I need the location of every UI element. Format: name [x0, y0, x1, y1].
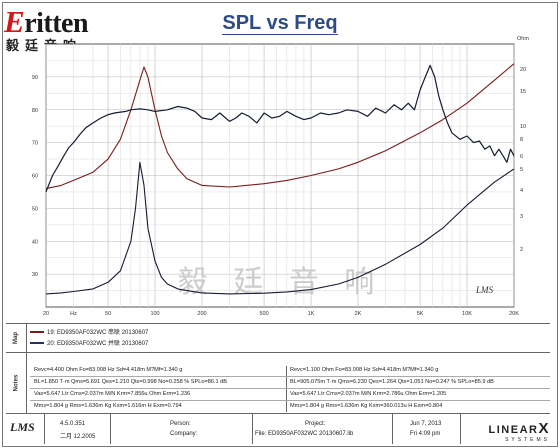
logo-wordmark: Eritten: [4, 4, 89, 39]
footer-linearx-logo: LINEARX SYSTEMS: [488, 420, 550, 443]
notes-left-line-1: Revc=4.400 Ohm Fo=83.008 Hz Sd=4.418m M?…: [34, 367, 183, 373]
y-right-tick-label: 2: [520, 247, 523, 253]
footer-divider-3: [252, 413, 253, 444]
notes-rule-3: [30, 400, 550, 401]
footer-person: Person:: [170, 421, 191, 427]
y-left-tick-label: 60: [32, 174, 38, 180]
footer-divider-2: [110, 413, 111, 444]
footer-date: Jun 7, 2013: [410, 421, 442, 427]
y-right-tick-label: 6: [520, 154, 523, 160]
map-swatch-20: [30, 341, 44, 344]
y-left-tick-label: 70: [32, 141, 38, 147]
notes-right-line-3: Vas=5.647 Ltr Cms=2.037m M/N Krm=2.786u …: [290, 391, 447, 397]
y-right-tick-label: 15: [520, 89, 526, 95]
divider-top: [6, 323, 550, 324]
y-left-tick-label: 80: [32, 108, 38, 114]
notes-left-line-3: Vas=5.647 Ltr Cms=2.037m M/N Krm=7.856u …: [34, 391, 191, 397]
footer-divider-5: [460, 413, 461, 444]
y-left-tick-label: 40: [32, 239, 38, 245]
x-tick-label: 100: [150, 311, 159, 317]
y-right-unit-label: Ohm: [517, 36, 529, 42]
footer-company: Company:: [170, 431, 198, 437]
footer-divider-1: [44, 413, 45, 444]
footer-version: 4.5.0.351: [60, 421, 86, 427]
x-tick-label: 5K: [417, 311, 424, 317]
x-tick-label: 2K: [355, 311, 362, 317]
notes-right-line-2: BL=905.075m T·m Qms=6.230 Qes=1.264 Qts=…: [290, 379, 494, 385]
notes-left-line-4: Mms=1.804 g Rms=1.636m Kg Kxm=1.616m H E…: [34, 403, 182, 409]
x-tick-label: 200: [197, 311, 206, 317]
y-right-tick-label: 5: [520, 167, 523, 173]
footer-lms-logo: LMS: [10, 420, 35, 434]
notes-right-line-4: Mms=1.804 g Rms=1.636m Kg Kxm=360.013u H…: [290, 403, 443, 409]
x-tick-label: 10K: [462, 311, 472, 317]
x-tick-label: Hz: [70, 311, 77, 317]
footer-divider-4: [392, 413, 393, 444]
notes-panel-label: Notes: [12, 374, 19, 392]
notes-left-line-2: BL=1.850 T·m Qms=5.691 Qes=1.210 Qts=0.9…: [34, 379, 228, 385]
footer-project: Project:: [305, 421, 326, 427]
series-line-0: [45, 63, 515, 190]
map-panel-label: Map: [13, 332, 19, 344]
brand-logo: Eritten 毅廷音响: [4, 4, 122, 54]
y-right-tick-label: 4: [520, 188, 523, 194]
chart-corner-mark: LMS: [475, 285, 494, 295]
notes-center-divider: [286, 366, 287, 412]
y-right-tick-label: 8: [520, 137, 523, 143]
chart-title: SPL vs Freq: [222, 12, 338, 35]
x-tick-label: 50: [105, 311, 111, 317]
x-tick-label: 1K: [308, 311, 315, 317]
y-left-tick-label: 30: [32, 272, 38, 278]
watermark-text: 毅 廷 音 响: [178, 265, 383, 300]
y-right-tick-label: 10: [520, 124, 526, 130]
y-right-tick-label: 20: [520, 67, 526, 73]
footer-file: File: ED9350AF032WC 20130607.lib: [255, 431, 354, 437]
panel-label-divider: [26, 323, 27, 413]
x-tick-label: 20K: [509, 311, 519, 317]
notes-right-line-1: Revc=1.100 Ohm Fo=83.008 Hz Sd=4.418m M?…: [290, 367, 439, 373]
footer-build: 二月 12.2005: [60, 434, 96, 440]
y-left-tick-label: 50: [32, 206, 38, 212]
map-entry-20: 20: ED9350AF032WC 并联 20130607: [30, 338, 148, 347]
x-tick-label: 500: [259, 311, 268, 317]
divider-notes: [6, 352, 550, 353]
footer-time: Fri 4:09 pm: [410, 431, 441, 437]
notes-rule-2: [30, 388, 550, 389]
y-left-tick-label: 90: [32, 75, 38, 81]
x-tick-label: 20: [43, 311, 49, 317]
map-entry-19: 19: ED9350AF032WC 串联 20130607: [30, 327, 148, 336]
series-line-2: [45, 64, 515, 193]
notes-rule-1: [30, 376, 550, 377]
divider-footer: [6, 413, 550, 414]
y-right-tick-label: 3: [520, 214, 523, 220]
series-line-1: [45, 161, 515, 295]
map-swatch-19: [30, 330, 44, 333]
